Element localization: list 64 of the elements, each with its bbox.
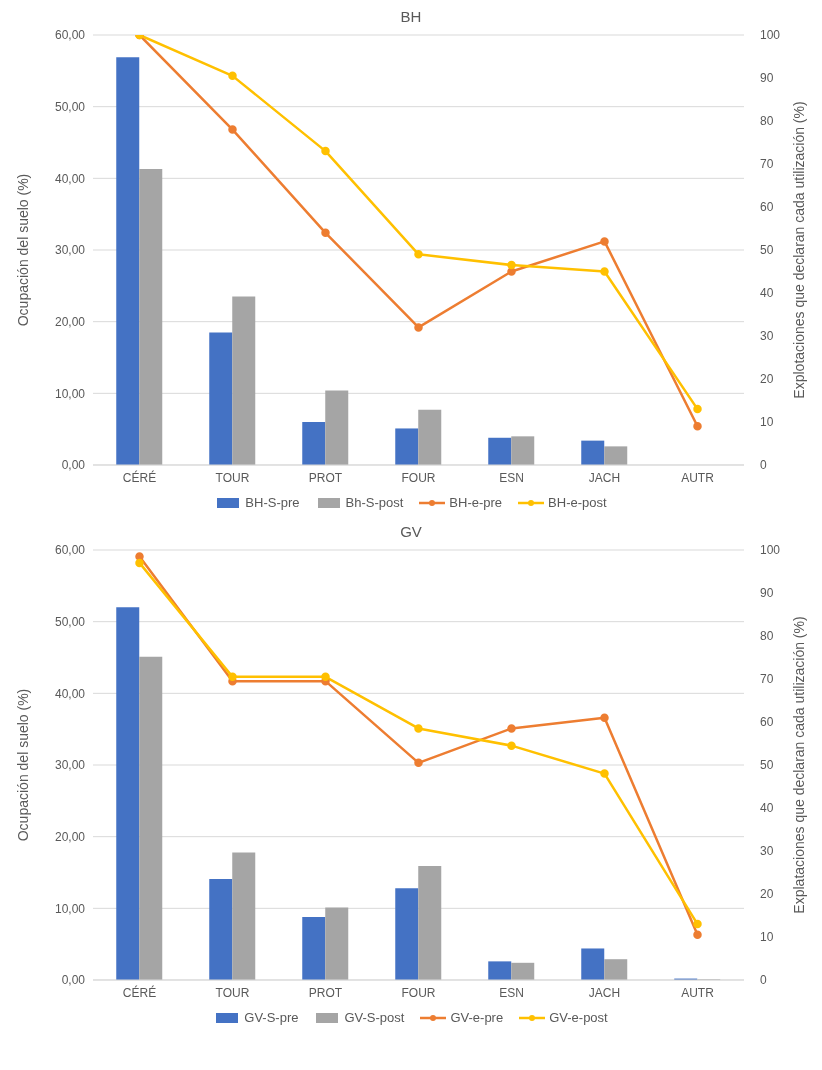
legend-label: GV-S-pre bbox=[244, 1010, 299, 1025]
y-tick-label: 20,00 bbox=[54, 314, 86, 329]
y2-tick-label: 10 bbox=[760, 930, 774, 944]
y2-tick-label: 60 bbox=[760, 715, 774, 729]
y2-tick-label: 30 bbox=[760, 329, 774, 343]
chart-title: BH bbox=[399, 8, 423, 25]
x-tick-label: JACH bbox=[588, 985, 621, 1000]
x-tick-label: ESN bbox=[499, 470, 524, 485]
x-tick-label: AUTR bbox=[681, 985, 715, 1000]
x-tick-label: AUTR bbox=[681, 470, 715, 485]
legend-label: BH-S-pre bbox=[245, 495, 300, 510]
y2-tick-label: 20 bbox=[760, 372, 774, 386]
legend-label: GV-e-pre bbox=[450, 1010, 504, 1025]
y-tick-label: 60,00 bbox=[54, 28, 86, 43]
x-tick-label: PROT bbox=[308, 470, 343, 485]
y-tick-label: 0,00 bbox=[61, 973, 86, 988]
x-tick-label: JACH bbox=[588, 470, 621, 485]
y2-tick-label: 50 bbox=[760, 243, 774, 257]
y2-tick-label: 0 bbox=[760, 973, 767, 987]
y2-tick-label: 60 bbox=[760, 200, 774, 214]
y-tick-label: 10,00 bbox=[54, 386, 86, 401]
x-tick-label: FOUR bbox=[401, 470, 436, 485]
y2-axis-title: Explotaciones que declaran cada utilización (%) bbox=[790, 101, 807, 399]
x-tick-label: CÉRÉ bbox=[122, 984, 157, 1000]
y2-tick-label: 40 bbox=[760, 286, 774, 300]
y-tick-label: 0,00 bbox=[61, 458, 86, 473]
y2-tick-label: 20 bbox=[760, 887, 774, 901]
y2-tick-label: 80 bbox=[760, 629, 774, 643]
y2-tick-label: 40 bbox=[760, 801, 774, 815]
y-tick-label: 30,00 bbox=[54, 758, 86, 773]
y-axis-title: Ocupación del suelo (%) bbox=[14, 173, 31, 327]
x-tick-label: TOUR bbox=[215, 470, 250, 485]
y2-tick-label: 0 bbox=[760, 458, 767, 472]
x-tick-label: FOUR bbox=[401, 985, 436, 1000]
x-tick-label: PROT bbox=[308, 985, 343, 1000]
y2-tick-label: 50 bbox=[760, 758, 774, 772]
y2-tick-label: 80 bbox=[760, 114, 774, 128]
y2-tick-label: 100 bbox=[760, 28, 781, 42]
legend-label: BH-e-pre bbox=[449, 495, 503, 510]
chart-title: GV bbox=[399, 523, 423, 540]
y-tick-label: 20,00 bbox=[54, 829, 86, 844]
y2-tick-label: 70 bbox=[760, 672, 774, 686]
y-axis-title: Ocupación del suelo (%) bbox=[14, 688, 31, 842]
x-tick-label: TOUR bbox=[215, 985, 250, 1000]
legend-label: BH-e-post bbox=[548, 495, 607, 510]
y2-tick-label: 90 bbox=[760, 71, 774, 85]
y2-axis-title: Explataciones que declaran cada utilización (%) bbox=[790, 616, 807, 914]
y2-tick-label: 30 bbox=[760, 844, 774, 858]
x-tick-label: CÉRÉ bbox=[122, 469, 157, 485]
y-tick-label: 40,00 bbox=[54, 171, 86, 186]
y-tick-label: 30,00 bbox=[54, 243, 86, 258]
y-tick-label: 50,00 bbox=[54, 614, 86, 629]
y-tick-label: 40,00 bbox=[54, 686, 86, 701]
legend-label: Bh-S-post bbox=[345, 495, 404, 510]
y2-tick-label: 70 bbox=[760, 157, 774, 171]
y-tick-label: 50,00 bbox=[54, 99, 86, 114]
legend-label: GV-e-post bbox=[549, 1010, 608, 1025]
y2-tick-label: 100 bbox=[760, 543, 781, 557]
x-tick-label: ESN bbox=[499, 985, 524, 1000]
y-tick-label: 10,00 bbox=[54, 901, 86, 916]
y2-tick-label: 10 bbox=[760, 415, 774, 429]
legend-label: GV-S-post bbox=[344, 1010, 405, 1025]
y2-tick-label: 90 bbox=[760, 586, 774, 600]
y-tick-label: 60,00 bbox=[54, 543, 86, 558]
